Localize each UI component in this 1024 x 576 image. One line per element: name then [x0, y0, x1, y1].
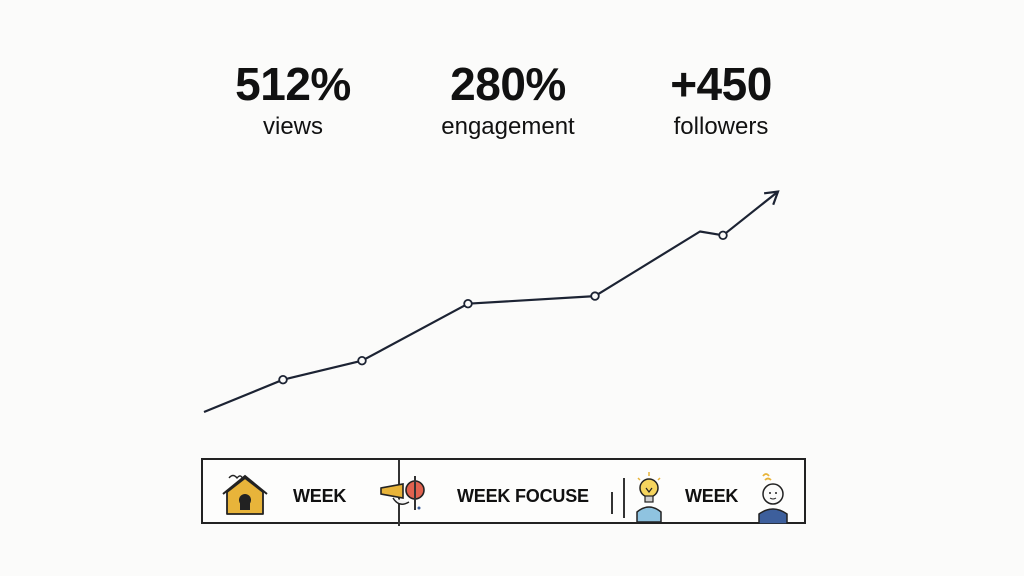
timeline-divider — [414, 476, 416, 510]
data-point-marker — [463, 299, 473, 309]
growth-line-chart — [203, 190, 780, 414]
stat-engagement: 280% engagement — [398, 58, 618, 142]
stat-followers: +450 followers — [611, 58, 831, 142]
data-point-marker — [357, 356, 367, 366]
data-point-marker — [590, 291, 600, 301]
stat-engagement-value: 280% — [450, 58, 566, 110]
trend-arrowhead — [763, 190, 780, 206]
timeline-week-3-label: WEEK — [685, 486, 739, 506]
idea-person-icon — [758, 473, 788, 524]
timeline-divider — [623, 478, 625, 518]
series-line — [203, 190, 779, 414]
week-timeline: WEEK WEEK FOCUSE WEEK — [201, 458, 806, 526]
stat-views-value: 512% — [235, 58, 351, 110]
stat-views: 512% views — [183, 58, 403, 142]
house-icon — [222, 474, 268, 515]
timeline-week-2-label: WEEK FOCUSE — [457, 486, 589, 506]
data-point-marker — [718, 230, 728, 240]
stat-views-label: views — [262, 113, 323, 140]
lightbulb-person-icon — [636, 472, 662, 522]
data-point-marker — [278, 375, 288, 385]
stat-engagement-label: engagement — [441, 113, 575, 140]
timeline-week-1-label: WEEK — [293, 486, 347, 506]
stat-followers-value: +450 — [670, 58, 772, 110]
stat-followers-label: followers — [673, 113, 769, 140]
megaphone-icon — [380, 480, 425, 510]
timeline-divider — [611, 492, 613, 514]
